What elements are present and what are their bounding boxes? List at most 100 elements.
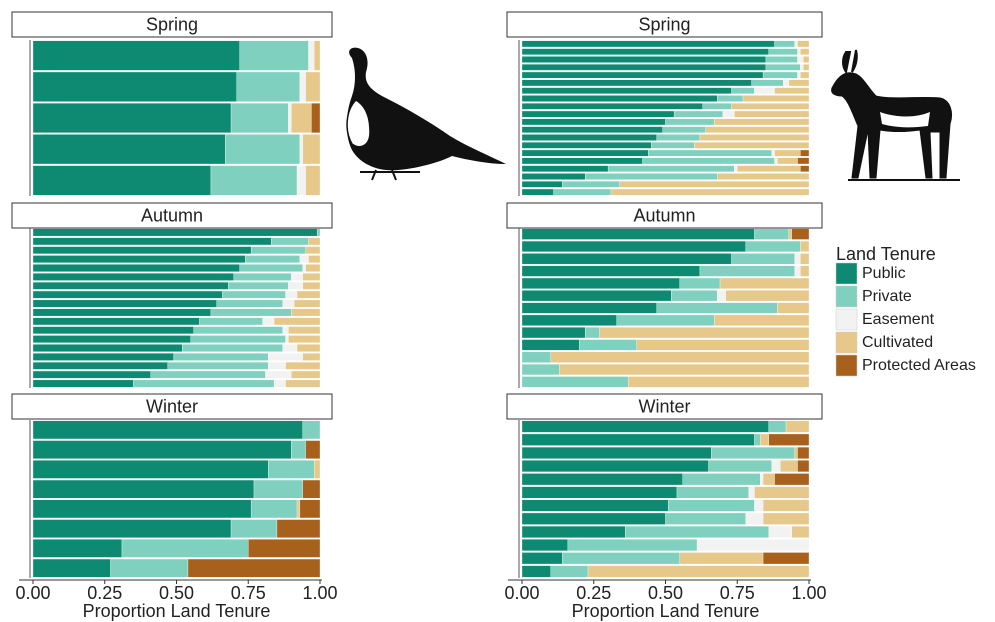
bar-segment <box>306 166 320 196</box>
legend-swatch <box>836 355 857 376</box>
bar-segment <box>754 229 788 240</box>
bar-segment <box>283 344 297 351</box>
x-tick-label: 0.25 <box>87 583 122 603</box>
bar-segment <box>211 309 291 316</box>
bar-segment <box>33 500 251 518</box>
bar-segment <box>775 88 809 94</box>
bar-segment <box>800 241 809 252</box>
bar-segment <box>306 247 320 254</box>
bar-segment <box>268 353 302 360</box>
bar-segment <box>769 434 809 446</box>
bar-segment <box>763 473 774 485</box>
bar-segment <box>798 447 809 459</box>
bar-segment <box>625 526 769 538</box>
bar-segment <box>720 278 809 289</box>
bar-segment <box>240 41 309 71</box>
bar-segment <box>133 380 274 387</box>
bar-segment <box>694 142 809 148</box>
bar-segment <box>677 487 749 499</box>
bar-segment <box>522 278 680 289</box>
legend-label: Private <box>862 288 912 305</box>
bar-segment <box>33 264 240 271</box>
bar-segment <box>291 309 320 316</box>
bar-segment <box>251 247 306 254</box>
bar-segment <box>706 127 809 133</box>
bar-segment <box>522 500 668 512</box>
bar-segment <box>33 344 182 351</box>
bar-segment <box>297 166 306 196</box>
sage-grouse-illustration <box>347 48 506 180</box>
bar-segment <box>726 290 809 301</box>
bar-segment <box>666 513 746 525</box>
bar-segment <box>309 255 320 262</box>
bar-segment <box>277 520 320 538</box>
bar-segment <box>33 353 174 360</box>
bar-segment <box>303 282 320 289</box>
bar-segment <box>800 49 809 55</box>
bar-segment <box>657 303 778 314</box>
bar-segment <box>311 103 320 133</box>
bar-segment <box>732 253 795 264</box>
bar-segment <box>617 315 715 326</box>
bar-segment <box>711 447 794 459</box>
bar-segment <box>314 41 320 71</box>
bar-segment <box>33 460 268 478</box>
bar-segment <box>760 473 763 485</box>
bar-segment <box>309 238 320 245</box>
bar-segment <box>240 264 303 271</box>
bar-segment <box>522 539 568 551</box>
bar-segment <box>522 253 732 264</box>
bar-segment <box>795 253 801 264</box>
panel-title: Autumn <box>633 205 695 225</box>
bar-segment <box>314 460 320 478</box>
bar-segment <box>769 49 798 55</box>
bar-segment <box>522 95 717 101</box>
bar-segment <box>33 559 110 577</box>
bar-segment <box>33 362 168 369</box>
bar-segment <box>231 103 288 133</box>
bar-segment <box>300 255 309 262</box>
chart: Land Tenure SpringAutumnWinter0.000.250.… <box>0 0 995 622</box>
bar-segment <box>559 364 809 375</box>
bar-segment <box>33 72 237 102</box>
bar-segment <box>798 41 809 47</box>
bar-segment <box>274 318 320 325</box>
bar-segment <box>291 371 320 378</box>
bar-segment <box>522 315 617 326</box>
bar-segment <box>291 441 305 459</box>
bar-segment <box>303 421 320 439</box>
bar-segment <box>680 552 763 564</box>
bar-segment <box>234 273 291 280</box>
bar-segment <box>188 559 320 577</box>
bar-segment <box>769 421 786 433</box>
bar-segment <box>668 500 754 512</box>
bar-segment <box>33 380 133 387</box>
bar-segment <box>306 72 320 102</box>
bar-segment <box>680 278 720 289</box>
bar-segment <box>551 352 809 363</box>
bar-segment <box>800 150 809 156</box>
bar-segment <box>288 327 320 334</box>
bar-segment <box>33 273 234 280</box>
bar-segment <box>522 119 666 125</box>
legend-label: Cultivated <box>862 334 933 351</box>
bar-segment <box>291 103 311 133</box>
legend-label: Public <box>862 265 906 282</box>
bar-segment <box>777 303 809 314</box>
bar-segment <box>754 434 760 446</box>
bar-segment <box>714 119 809 125</box>
legend-swatch <box>836 309 857 330</box>
bar-segment <box>522 434 754 446</box>
bar-segment <box>803 64 809 70</box>
bar-segment <box>746 513 763 525</box>
bar-segment <box>588 566 809 578</box>
bar-segment <box>33 480 254 498</box>
bar-segment <box>800 166 809 172</box>
bar-segment <box>637 340 809 351</box>
bar-segment <box>222 291 285 298</box>
bar-segment <box>800 253 809 264</box>
bar-segment <box>599 327 809 338</box>
bar-segment <box>231 520 277 538</box>
bar-segment <box>194 327 283 334</box>
bar-segment <box>579 340 636 351</box>
